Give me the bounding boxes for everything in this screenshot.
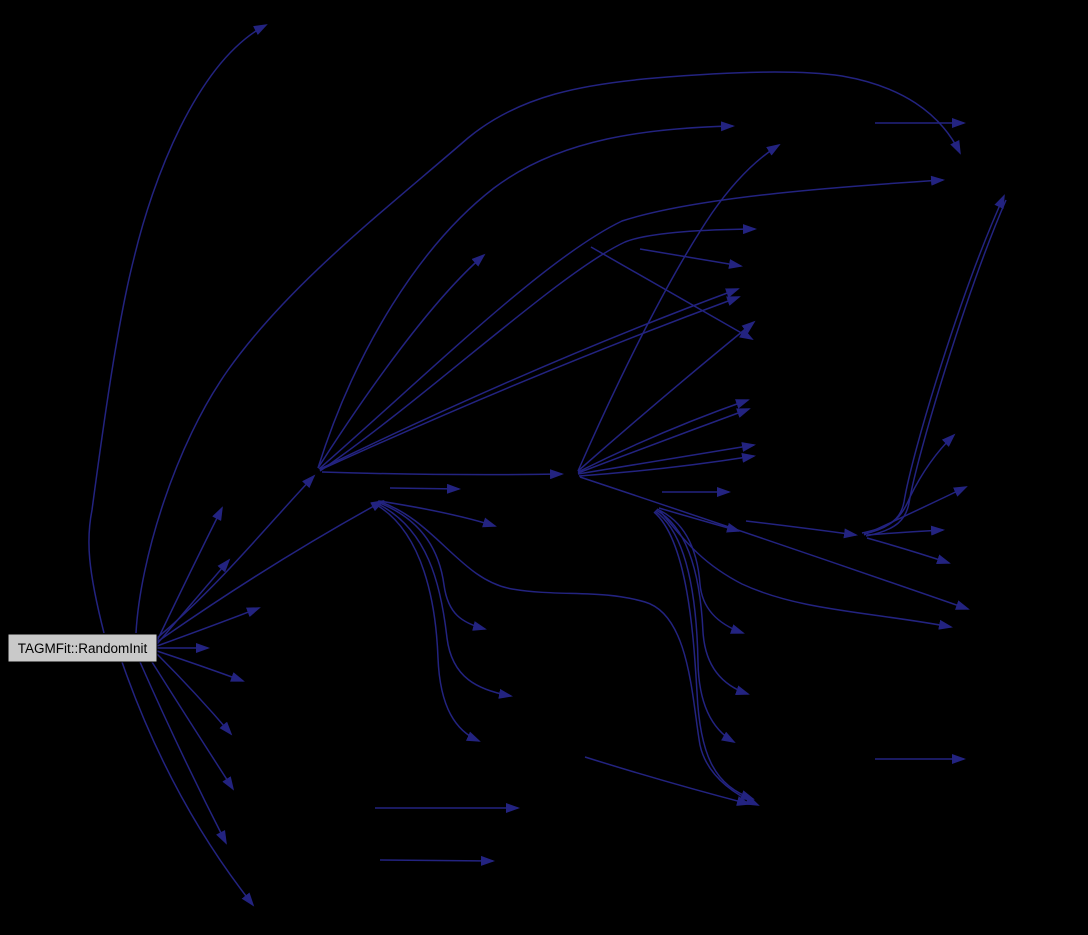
edge-hub3-down-right (579, 476, 970, 610)
edge-hub3-ray-5 (578, 452, 756, 477)
edge-node-fan-7 (151, 661, 235, 791)
edge-hub4-arm-2 (655, 509, 750, 695)
function-node-label: TAGMFit::RandomInit (18, 641, 148, 656)
edge-node-fan-1 (156, 506, 223, 642)
edge-hub4-arm-4 (653, 511, 755, 800)
function-node-box[interactable] (7, 633, 158, 663)
edge-lines (88, 24, 1007, 907)
edge-hub4-shallow-right (659, 510, 953, 630)
edge-node-to-hub2 (156, 474, 316, 639)
edge-float-diag-1 (590, 246, 754, 340)
edge-hub2-level-ray (319, 224, 757, 472)
edge-hub2-short-right (389, 483, 461, 494)
edge-node-fan-2 (156, 558, 231, 645)
edge-hub3-ray-2 (577, 399, 750, 473)
edge-hub2-mid-curve (317, 253, 486, 469)
edge-arrive-hub5 (745, 520, 858, 539)
edge-hub5-steep-a (861, 194, 1005, 534)
edge-float-diag-bottom (584, 756, 751, 806)
edge-hub4-arm-1 (656, 508, 745, 634)
edge-bundle2-arm-1 (378, 500, 497, 528)
edge-bundle2-s-curve (377, 500, 760, 806)
edge-hub5-ray-3 (866, 537, 951, 564)
edge-hub2-to-hub3 (321, 469, 564, 480)
edge-node-fan-6 (156, 653, 233, 736)
edge-node-big-arc-topright (135, 71, 961, 634)
edge-hub4-arm-3 (654, 510, 736, 743)
function-node[interactable]: TAGMFit::RandomInit (7, 633, 158, 663)
edge-hub4-arm-0 (658, 507, 741, 533)
edge-bundle2-arm-4 (374, 503, 481, 742)
edge-hub5-ray-2 (866, 525, 945, 536)
edge-hub2-ray-1 (319, 288, 740, 470)
edge-float-horiz-bot-2 (379, 855, 495, 866)
edge-hub3-ray-3 (577, 408, 751, 474)
edge-hub5-up-curve (863, 433, 956, 535)
edge-bundle2-arm-3 (375, 502, 513, 699)
edge-node-fan-3 (156, 607, 261, 647)
edge-hub5-steep-b (865, 199, 1007, 537)
edge-node-fan-9 (121, 661, 255, 907)
edge-hub2-ray-2 (319, 296, 741, 471)
edge-hub2-long-top (317, 121, 735, 469)
edge-hub3-steep-up (577, 143, 781, 472)
edge-node-to-bundle2 (156, 500, 385, 643)
edge-float-diag-2 (639, 248, 743, 269)
edge-hub3-ray-4 (577, 442, 756, 475)
edge-node-fan-8 (139, 661, 227, 845)
edge-bundle2-arm-2 (376, 501, 487, 631)
edge-hub2-long-right (318, 175, 945, 470)
edge-hub3-ray-1 (577, 320, 756, 472)
edge-hub5-ray-1 (863, 486, 968, 536)
edge-node-fan-5 (156, 650, 245, 682)
edge-node-to-topleft (88, 24, 268, 634)
